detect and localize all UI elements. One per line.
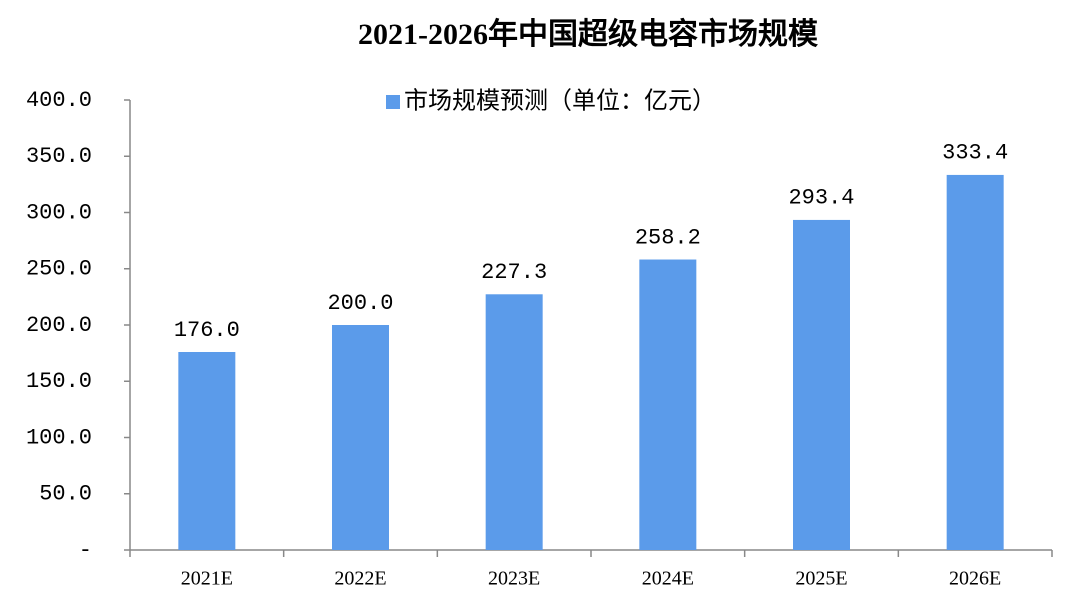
- y-tick-label: 50.0: [39, 482, 92, 507]
- x-tick-label: 2026E: [949, 568, 1001, 590]
- x-tick-label: 2025E: [795, 568, 847, 590]
- bar: [639, 259, 697, 550]
- bar: [793, 219, 850, 551]
- value-label: 258.2: [635, 225, 701, 250]
- y-tick-label: 200.0: [26, 313, 92, 338]
- legend-swatch: [386, 95, 400, 109]
- value-label: 200.0: [327, 291, 393, 316]
- y-tick-label: 150.0: [26, 369, 92, 394]
- value-label: 176.0: [174, 318, 240, 343]
- bar: [485, 294, 543, 550]
- y-tick-label: 250.0: [26, 257, 92, 282]
- y-tick-label: 100.0: [26, 425, 92, 450]
- bar: [178, 352, 236, 550]
- x-tick-label: 2021E: [181, 568, 233, 590]
- y-tick-label: 400.0: [26, 88, 92, 113]
- x-tick-label: 2022E: [334, 568, 386, 590]
- bar: [946, 174, 1004, 551]
- y-tick-label: 300.0: [26, 200, 92, 225]
- y-tick-label: -: [79, 538, 92, 563]
- bar: [332, 325, 389, 550]
- value-label: 333.4: [942, 141, 1008, 166]
- y-tick-label: 350.0: [26, 144, 92, 169]
- x-tick-label: 2024E: [642, 568, 694, 590]
- legend-label: 市场规模预测（单位：亿元）: [404, 88, 716, 115]
- value-label: 227.3: [481, 260, 547, 285]
- x-tick-label: 2023E: [488, 568, 540, 590]
- value-label: 293.4: [788, 186, 854, 211]
- chart-title: 2021-2026年中国超级电容市场规模: [358, 17, 818, 51]
